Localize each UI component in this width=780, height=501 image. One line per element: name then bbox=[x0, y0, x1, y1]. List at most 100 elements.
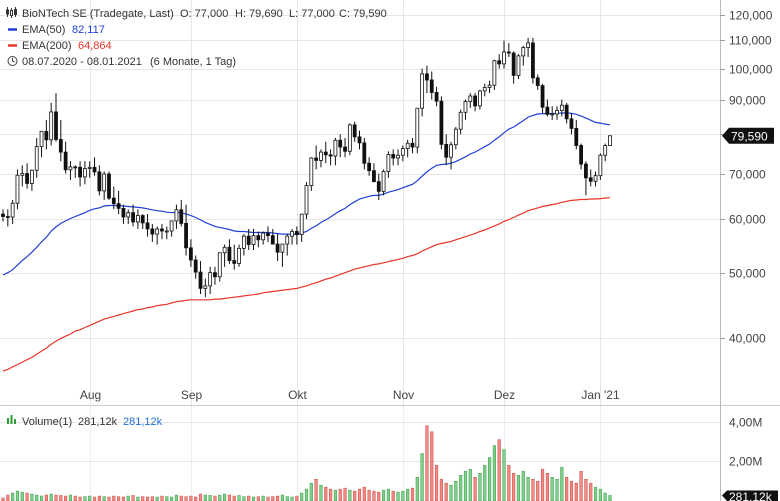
candle-body bbox=[492, 60, 497, 86]
candle-body bbox=[425, 73, 429, 81]
price-gridlines bbox=[0, 0, 720, 501]
candle-body bbox=[343, 146, 347, 152]
time-tick-label: Jan '21 bbox=[581, 388, 620, 402]
candle-body bbox=[478, 90, 482, 107]
volume-bar bbox=[194, 496, 198, 501]
volume-bar bbox=[410, 487, 415, 501]
candle-body bbox=[10, 202, 15, 218]
volume-bar bbox=[338, 488, 342, 501]
volume-bar bbox=[112, 495, 116, 501]
candle-body bbox=[333, 139, 338, 157]
candle-body bbox=[386, 154, 391, 172]
volume-bar bbox=[223, 493, 227, 501]
candle-body bbox=[87, 166, 92, 169]
volume-bar bbox=[102, 496, 106, 501]
volume-last-tag: 281,12k bbox=[722, 490, 778, 501]
candle-body bbox=[68, 166, 73, 171]
volume-bar bbox=[314, 478, 318, 501]
candle-body bbox=[237, 247, 241, 264]
candle-body bbox=[270, 235, 275, 245]
volume-bar bbox=[300, 492, 304, 501]
candle-body bbox=[574, 128, 579, 146]
price-tick-label: 60,000 bbox=[729, 213, 766, 227]
volume-bar bbox=[459, 475, 463, 501]
ema200-path bbox=[2, 197, 611, 372]
volume-bar bbox=[280, 494, 284, 501]
volume-bar bbox=[131, 495, 135, 501]
candle-body bbox=[145, 222, 150, 230]
volume-bar bbox=[68, 494, 73, 501]
candle-body bbox=[184, 223, 188, 249]
candle-body bbox=[569, 118, 574, 129]
candle-body bbox=[410, 142, 415, 148]
volume-bar bbox=[540, 469, 545, 501]
volume-bar bbox=[64, 495, 68, 501]
volume-bar bbox=[198, 493, 203, 501]
candle-body bbox=[449, 144, 453, 158]
volume-bar bbox=[357, 488, 362, 501]
price-tick-label: 120,000 bbox=[729, 9, 773, 23]
candle-body bbox=[160, 228, 164, 232]
candle-body bbox=[559, 104, 564, 111]
volume-bar bbox=[49, 493, 53, 501]
candle-body bbox=[429, 79, 434, 93]
volume-bar bbox=[136, 496, 140, 501]
candle-body bbox=[54, 111, 58, 140]
candle-body bbox=[30, 169, 34, 184]
candle-body bbox=[309, 157, 314, 186]
volume-bar bbox=[251, 496, 256, 501]
clock-icon bbox=[7, 56, 18, 66]
candle-body bbox=[376, 181, 381, 192]
volume-tick-label: 2,00M bbox=[729, 455, 762, 469]
candle-body bbox=[400, 148, 405, 156]
candle-body bbox=[497, 60, 502, 65]
volume-bar bbox=[396, 491, 400, 501]
candle-body bbox=[213, 272, 217, 278]
volume-bar bbox=[35, 494, 39, 501]
candle-body bbox=[140, 215, 145, 224]
price-tick-label: 70,000 bbox=[729, 168, 766, 182]
candle-body bbox=[251, 235, 256, 245]
candle-body bbox=[550, 113, 555, 116]
volume-bar bbox=[189, 495, 193, 501]
volume-bar bbox=[256, 496, 260, 501]
volume-bar bbox=[386, 488, 390, 501]
candle-body bbox=[15, 174, 20, 204]
candle-body bbox=[603, 145, 608, 156]
volume-bar bbox=[497, 439, 501, 501]
candle-body bbox=[174, 209, 179, 222]
volume-bar bbox=[589, 482, 593, 501]
volume-bar bbox=[261, 495, 265, 501]
candle-body bbox=[73, 166, 78, 169]
candle-body bbox=[246, 235, 251, 245]
volume-bar bbox=[353, 490, 357, 501]
candle-body bbox=[280, 243, 285, 253]
candle-body bbox=[458, 111, 463, 130]
volume-bar bbox=[54, 494, 58, 501]
volume-bar bbox=[179, 495, 183, 501]
candle-body bbox=[405, 142, 410, 149]
candle-body bbox=[482, 87, 487, 92]
volume-gridlines bbox=[0, 422, 720, 462]
time-tick-label: Sep bbox=[181, 388, 203, 402]
candle-body bbox=[439, 100, 444, 145]
candle-body bbox=[1, 213, 5, 217]
volume-bar bbox=[492, 445, 496, 501]
price-tick-label: 110,000 bbox=[729, 34, 772, 48]
volume-bar bbox=[44, 494, 48, 501]
volume-bar bbox=[155, 496, 159, 501]
volume-bar bbox=[579, 471, 583, 501]
volume-bar bbox=[107, 496, 111, 501]
volume-bar bbox=[271, 496, 275, 501]
ema200-line bbox=[2, 197, 611, 372]
volume-legend: Volume(1) 281,12k 281,12k bbox=[7, 415, 163, 428]
volume-bar bbox=[550, 477, 554, 501]
candle-body bbox=[434, 92, 439, 102]
volume-bar bbox=[507, 465, 511, 501]
candle-body bbox=[415, 107, 420, 148]
candle-body bbox=[49, 111, 54, 141]
volume-bar bbox=[608, 495, 612, 501]
volume-bar bbox=[170, 496, 174, 501]
candle-body bbox=[150, 228, 155, 235]
